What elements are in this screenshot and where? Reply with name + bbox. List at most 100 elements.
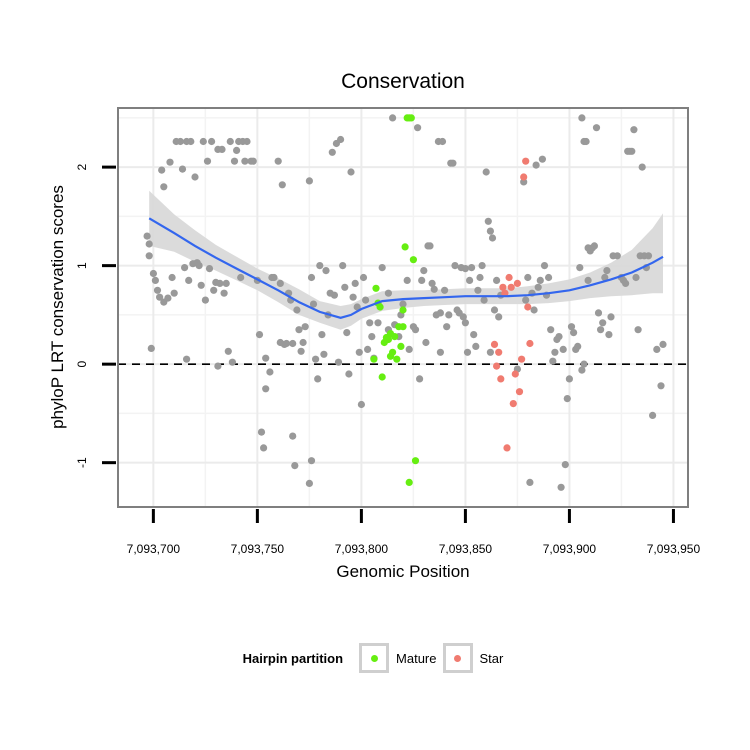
point-other <box>320 350 328 358</box>
point-other <box>422 338 430 347</box>
point-other <box>201 296 209 304</box>
point-other <box>451 262 459 270</box>
point-other <box>445 311 453 319</box>
point-other <box>366 319 374 327</box>
point-star <box>495 348 503 356</box>
point-star <box>501 289 509 297</box>
point-other <box>582 137 590 146</box>
point-other <box>305 479 313 487</box>
point-other <box>414 124 422 132</box>
point-other <box>555 333 563 341</box>
point-other <box>463 348 472 356</box>
point-star <box>509 400 517 408</box>
point-other <box>197 281 205 289</box>
point-other <box>436 309 444 317</box>
point-star <box>511 370 519 378</box>
point-other <box>289 432 297 440</box>
point-other <box>307 457 316 465</box>
point-other <box>339 262 347 270</box>
point-other <box>343 329 351 337</box>
point-star <box>503 444 511 452</box>
point-other <box>574 342 582 350</box>
point-other <box>443 323 451 331</box>
point-other <box>649 411 657 419</box>
point-other <box>345 370 353 378</box>
legend-dot-mature <box>370 654 378 662</box>
point-star <box>515 388 524 396</box>
point-other <box>466 276 474 284</box>
legend-key-mature <box>359 643 390 673</box>
point-other <box>378 264 386 272</box>
point-other <box>147 344 155 352</box>
point-other <box>399 300 407 308</box>
point-other <box>181 264 189 272</box>
point-other <box>307 273 316 282</box>
smooth-line <box>148 217 664 319</box>
x-tick-label: 7,093,900 <box>543 542 597 556</box>
point-star <box>526 339 534 348</box>
point-mature <box>393 355 401 363</box>
point-other <box>472 342 480 350</box>
point-other <box>347 168 355 176</box>
point-other <box>603 267 611 275</box>
point-other <box>291 462 299 470</box>
x-tick-label: 7,093,750 <box>231 542 285 556</box>
point-other <box>218 145 226 153</box>
point-other <box>576 264 584 272</box>
point-other <box>164 294 172 302</box>
point-other <box>474 286 482 294</box>
point-other <box>522 296 530 304</box>
point-other <box>364 345 372 353</box>
point-other <box>536 276 544 284</box>
point-other <box>638 163 646 171</box>
point-other <box>470 331 478 339</box>
point-other <box>178 165 187 173</box>
point-other <box>644 252 653 260</box>
point-other <box>565 375 574 383</box>
point-other <box>486 348 494 356</box>
point-other <box>353 303 361 311</box>
x-tick-label: 7,093,850 <box>439 542 493 556</box>
point-mature <box>399 306 407 314</box>
legend-title: Hairpin partition <box>242 650 344 666</box>
point-other <box>318 331 326 339</box>
point-other <box>605 331 613 339</box>
point-other <box>199 137 207 146</box>
point-other <box>230 157 239 165</box>
point-mature <box>376 303 384 311</box>
point-star <box>524 303 532 311</box>
point-other <box>255 331 264 339</box>
point-other <box>205 265 214 273</box>
point-other <box>374 319 382 327</box>
point-other <box>476 273 484 282</box>
point-other <box>540 262 549 270</box>
point-other <box>613 252 621 260</box>
point-other <box>570 329 578 337</box>
point-mature <box>370 355 378 363</box>
point-other <box>266 368 274 376</box>
point-mature <box>411 457 420 465</box>
point-other <box>547 326 555 334</box>
point-other <box>226 137 234 146</box>
point-other <box>599 319 607 327</box>
point-other <box>243 137 251 146</box>
point-other <box>203 157 212 165</box>
point-other <box>187 137 195 146</box>
point-mature <box>405 478 413 486</box>
point-other <box>270 273 278 282</box>
point-star <box>499 283 507 291</box>
legend-item-star: Star <box>442 643 503 673</box>
chart-title: Conservation <box>341 70 465 93</box>
point-other <box>145 252 153 260</box>
point-other <box>156 293 164 301</box>
point-mature <box>372 284 380 292</box>
point-star <box>518 355 526 363</box>
point-other <box>322 267 330 275</box>
point-star <box>505 273 513 282</box>
legend-item-mature: Mature <box>359 643 437 673</box>
point-other <box>478 262 486 270</box>
point-other <box>301 323 309 331</box>
point-star <box>490 340 499 348</box>
point-other <box>143 232 151 240</box>
